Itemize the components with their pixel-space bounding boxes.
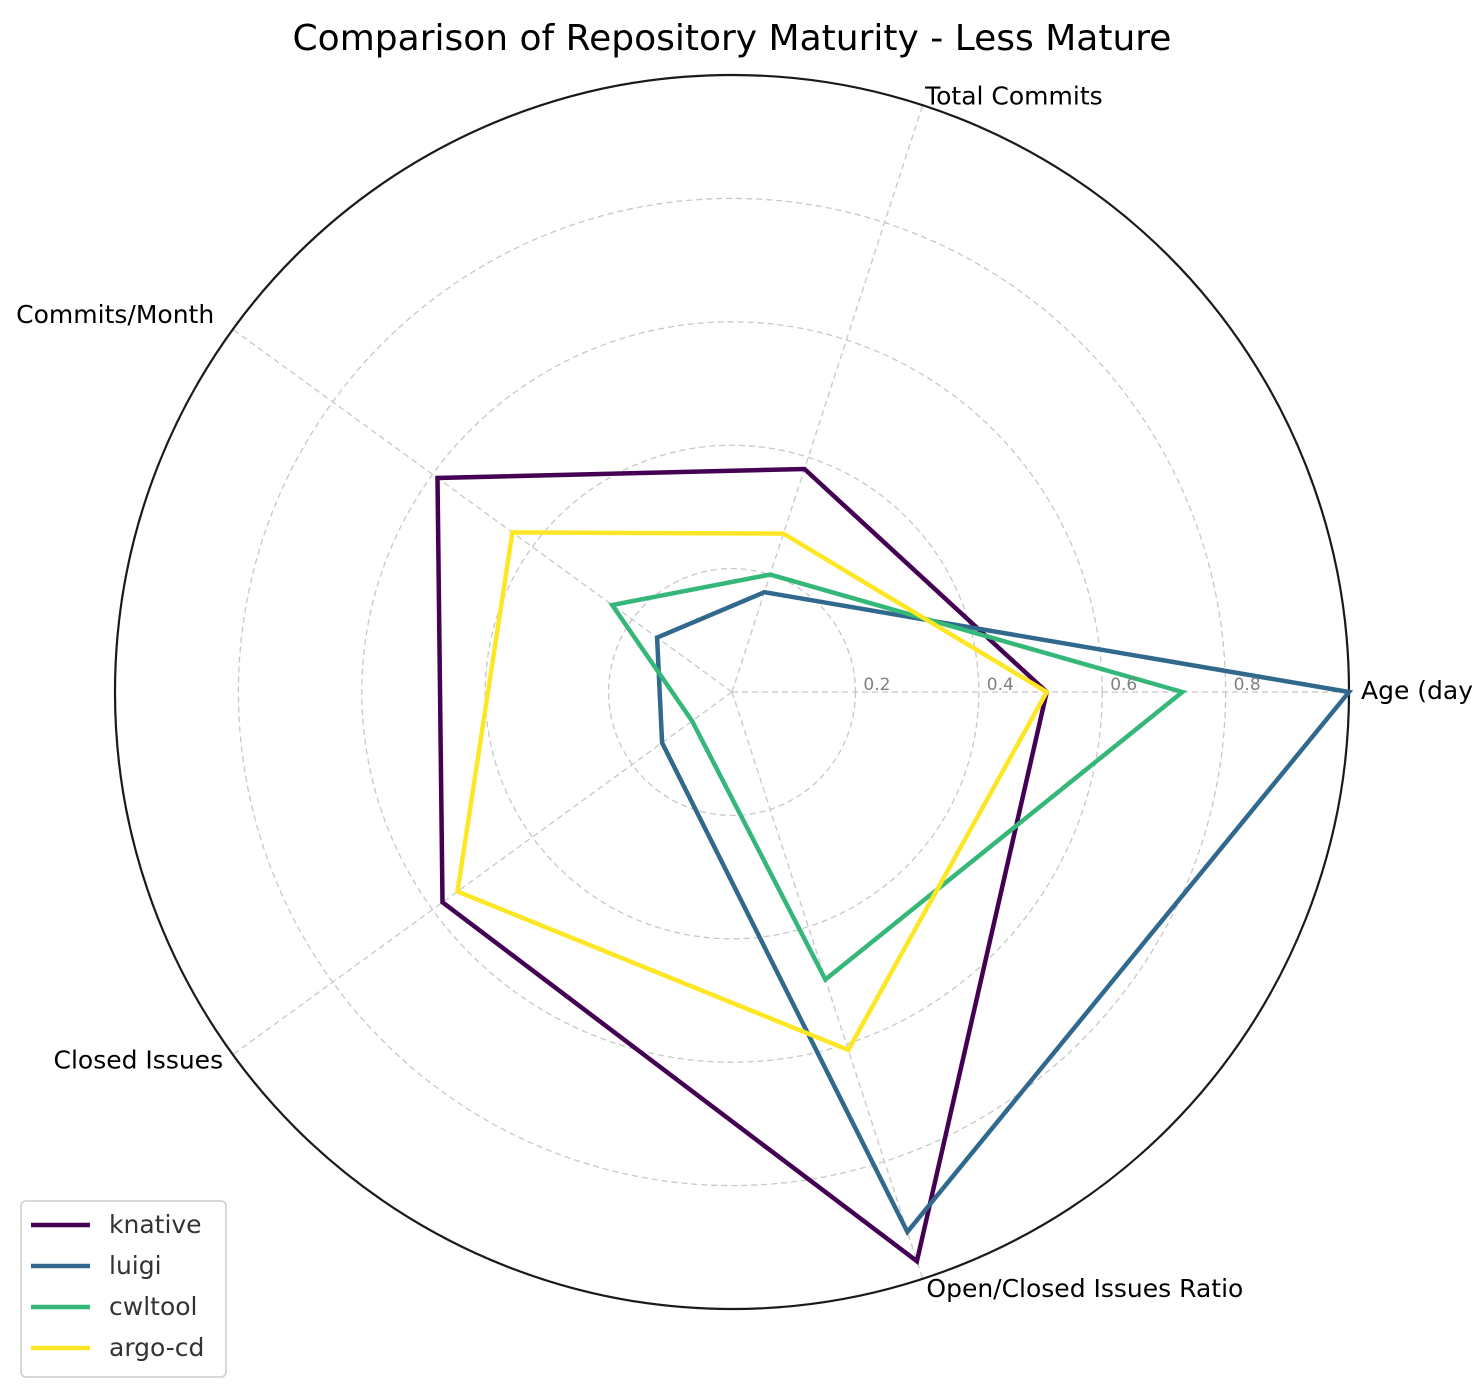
legend-label-knative: knative <box>109 1210 202 1239</box>
axis-label-3: Closed Issues <box>54 1046 224 1075</box>
legend-label-argo-cd: argo-cd <box>109 1333 204 1362</box>
grid-spoke-2 <box>232 328 733 693</box>
legend: knative luigi cwltool argo-cd <box>20 1200 227 1378</box>
radar-series <box>435 466 1354 1266</box>
rtick-label-3: 0.8 <box>1234 675 1261 695</box>
legend-label-luigi: luigi <box>109 1251 162 1280</box>
grid-spoke-4 <box>731 691 924 1280</box>
rtick-label-1: 0.4 <box>987 675 1014 695</box>
chart-title: Comparison of Repository Maturity - Less… <box>293 18 1172 59</box>
axis-label-2: Commits/Month <box>16 300 214 329</box>
legend-label-cwltool: cwltool <box>109 1292 197 1321</box>
rtick-label-2: 0.6 <box>1110 675 1137 695</box>
grid-circle-1 <box>484 444 980 940</box>
axis-label-4: Open/Closed Issues Ratio <box>926 1274 1243 1303</box>
series-cwltool <box>608 572 1188 983</box>
grid-spoke-3 <box>232 691 733 1056</box>
rtick-label-0: 0.2 <box>863 675 890 695</box>
series-argo-cd <box>455 530 1050 1053</box>
axis-label-0: Age (days) <box>1361 676 1472 705</box>
legend-box <box>20 1200 227 1378</box>
series-knative <box>435 466 1050 1266</box>
series-luigi <box>654 589 1354 1237</box>
axis-label-1: Total Commits <box>924 82 1103 111</box>
radar-labels: 0.2 0.4 0.6 0.8 Age (days) Total Commits Commi… <box>16 82 1472 1304</box>
